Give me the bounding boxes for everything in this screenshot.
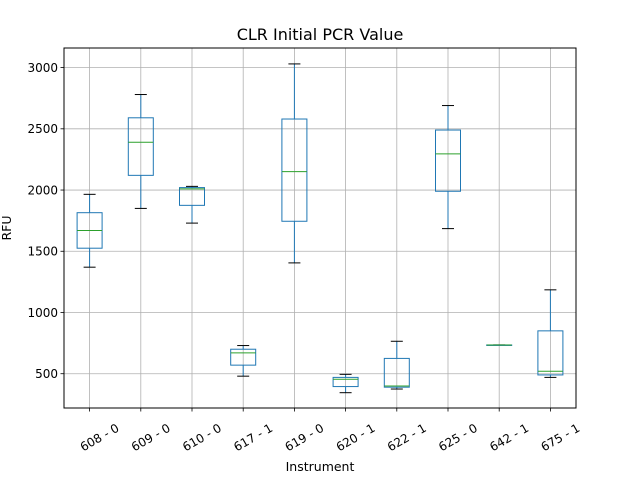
x-tick-label: 642 - 1	[487, 421, 531, 454]
iqr-box	[281, 118, 308, 222]
box-609-0	[127, 94, 154, 209]
box-642-1	[486, 344, 513, 346]
x-tick-label: 610 - 0	[180, 421, 224, 454]
y-tick-label: 1000	[27, 306, 58, 320]
y-tick-label: 2500	[27, 122, 58, 136]
y-tick-label: 3000	[27, 61, 58, 75]
x-tick-label: 625 - 0	[436, 421, 480, 454]
chart-title: CLR Initial PCR Value	[237, 25, 404, 44]
iqr-box	[383, 357, 410, 388]
y-tick-label: 500	[35, 367, 58, 381]
iqr-box	[230, 348, 257, 366]
x-tick-label: 675 - 1	[538, 421, 582, 454]
x-tick-label: 617 - 1	[231, 421, 275, 454]
box-620-1	[332, 373, 359, 394]
iqr-box	[179, 187, 205, 206]
iqr-box	[332, 376, 359, 388]
box-619-0	[281, 63, 308, 264]
plot-area-frame	[63, 47, 577, 409]
x-tick-label: 620 - 1	[334, 421, 378, 454]
y-axis-label: RFU	[0, 215, 14, 240]
x-tick-label: 619 - 0	[282, 421, 326, 454]
box-622-1	[383, 340, 410, 390]
iqr-box	[435, 129, 461, 192]
boxes	[76, 63, 564, 394]
box-617-1	[230, 345, 257, 377]
x-tick-label: 609 - 0	[129, 421, 173, 454]
y-tick-label: 1500	[27, 245, 58, 259]
iqr-box	[127, 117, 154, 176]
x-tick-label: 622 - 1	[385, 421, 429, 454]
iqr-box	[537, 330, 564, 376]
box-675-1	[537, 289, 564, 378]
box-625-0	[435, 105, 461, 230]
x-axis-label: Instrument	[286, 459, 355, 474]
box-608-0	[76, 193, 103, 268]
y-tick-label: 2000	[27, 183, 58, 197]
box-610-0	[179, 185, 205, 224]
x-tick-label: 608 - 0	[78, 421, 122, 454]
